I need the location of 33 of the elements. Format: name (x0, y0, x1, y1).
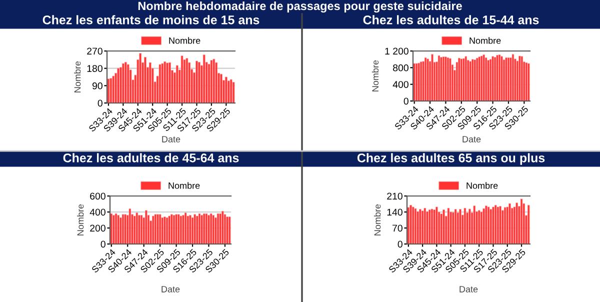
chart-title: Chez les adultes 65 ans ou plus (357, 153, 545, 165)
x-axis-title: Date (462, 136, 481, 142)
text: Nombre hebdomadaire de passages pour geste suicidaire (138, 1, 462, 13)
x-axis-title: Date (162, 286, 180, 292)
y-tick-label: 0 (100, 240, 106, 248)
y-tick-label: 400 (392, 81, 408, 88)
y-tick-label: 600 (90, 192, 106, 200)
y-tick-label: 0 (404, 98, 408, 105)
y-tick-label: 70 (392, 224, 402, 232)
y-tick-label: 180 (87, 65, 102, 72)
legend-label: Nombre (470, 37, 501, 44)
legend-label: Nombre (168, 182, 200, 189)
y-tick-label: 0 (98, 100, 102, 107)
chart-title: Chez les adultes de 45-64 ans (63, 153, 239, 162)
chart-title: Chez les adultes de 15-44 ans (363, 15, 539, 24)
y-tick-label: 140 (387, 208, 402, 216)
legend-label: Nombre (169, 37, 200, 44)
y-axis-title: Nombre (372, 60, 379, 92)
x-axis-title: Date (162, 136, 180, 142)
legend-label: Nombre (466, 182, 498, 189)
y-tick-label: 0 (398, 240, 402, 248)
chart-title: Chez les enfants de moins de 15 ans (42, 15, 260, 24)
y-tick-label: 400 (90, 208, 106, 216)
y-axis-title: Nombre (74, 61, 81, 92)
y-axis-title: Nombre (374, 204, 381, 236)
y-tick-label: 200 (90, 224, 106, 232)
y-axis-title: Nombre (77, 204, 84, 236)
y-tick-label: 90 (92, 82, 102, 90)
y-tick-label: 270 (87, 48, 102, 55)
x-axis-title: Date (460, 286, 478, 292)
y-tick-label: 210 (387, 192, 402, 200)
y-tick-label: 1 200 (385, 48, 408, 55)
y-tick-label: 800 (393, 64, 408, 72)
